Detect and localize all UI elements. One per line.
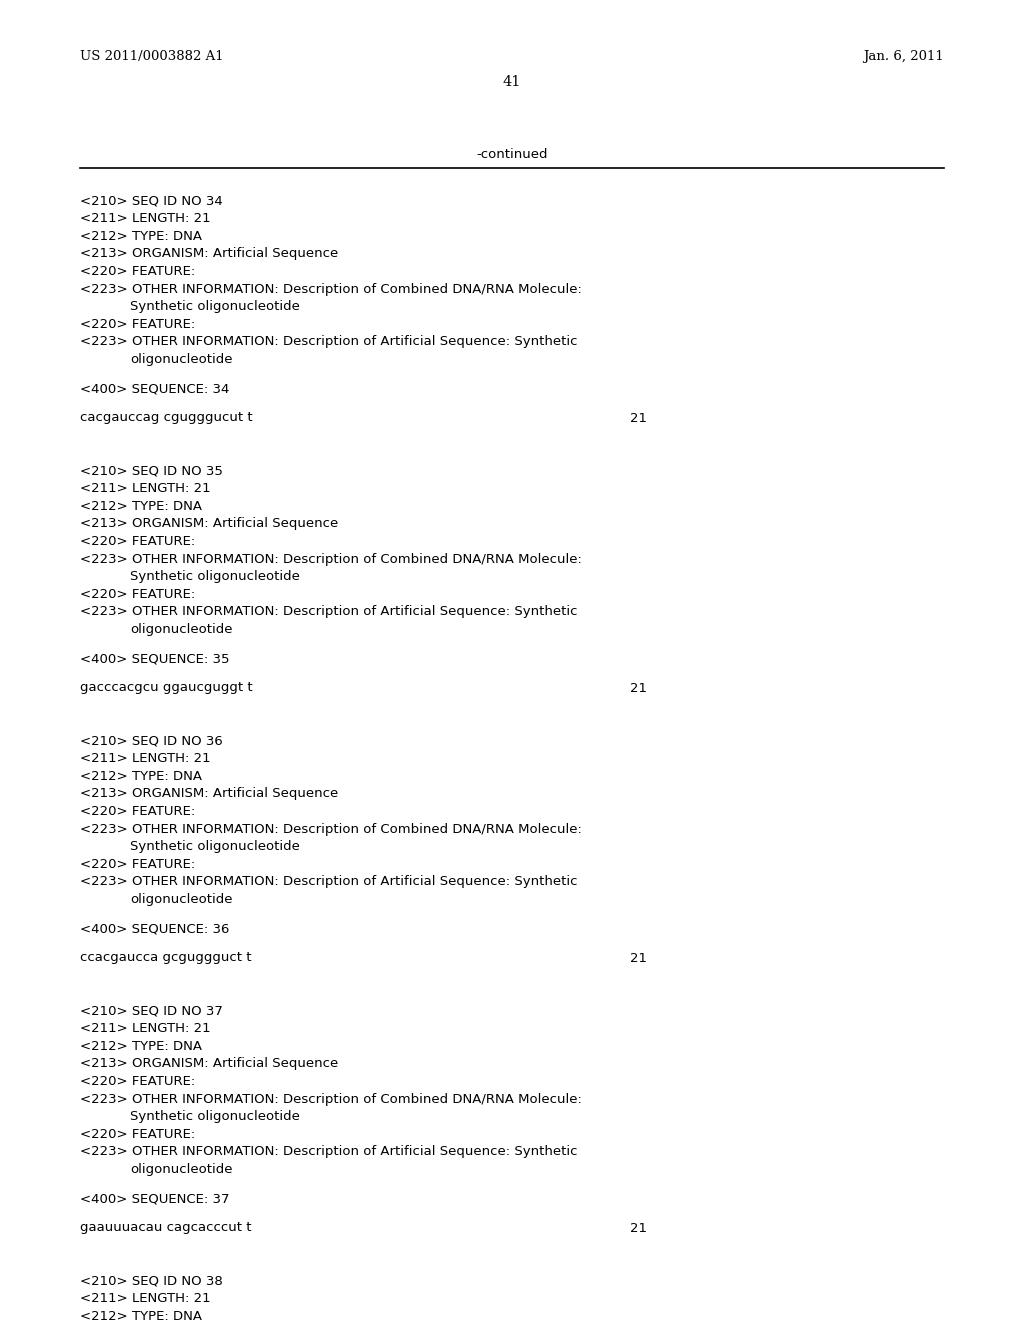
Text: oligonucleotide: oligonucleotide xyxy=(130,1163,232,1176)
Text: <220> FEATURE:: <220> FEATURE: xyxy=(80,1074,196,1088)
Text: <212> TYPE: DNA: <212> TYPE: DNA xyxy=(80,230,202,243)
Text: <220> FEATURE:: <220> FEATURE: xyxy=(80,805,196,818)
Text: <213> ORGANISM: Artificial Sequence: <213> ORGANISM: Artificial Sequence xyxy=(80,1057,338,1071)
Text: <210> SEQ ID NO 34: <210> SEQ ID NO 34 xyxy=(80,195,223,209)
Text: <223> OTHER INFORMATION: Description of Combined DNA/RNA Molecule:: <223> OTHER INFORMATION: Description of … xyxy=(80,282,582,296)
Text: 21: 21 xyxy=(630,952,647,965)
Text: oligonucleotide: oligonucleotide xyxy=(130,623,232,635)
Text: oligonucleotide: oligonucleotide xyxy=(130,892,232,906)
Text: US 2011/0003882 A1: US 2011/0003882 A1 xyxy=(80,50,223,63)
Text: <223> OTHER INFORMATION: Description of Artificial Sequence: Synthetic: <223> OTHER INFORMATION: Description of … xyxy=(80,875,578,888)
Text: Synthetic oligonucleotide: Synthetic oligonucleotide xyxy=(130,840,300,853)
Text: ccacgaucca gcguggguct t: ccacgaucca gcguggguct t xyxy=(80,952,252,965)
Text: <223> OTHER INFORMATION: Description of Combined DNA/RNA Molecule:: <223> OTHER INFORMATION: Description of … xyxy=(80,822,582,836)
Text: 41: 41 xyxy=(503,75,521,88)
Text: <212> TYPE: DNA: <212> TYPE: DNA xyxy=(80,500,202,513)
Text: <400> SEQUENCE: 34: <400> SEQUENCE: 34 xyxy=(80,381,229,395)
Text: Synthetic oligonucleotide: Synthetic oligonucleotide xyxy=(130,1110,300,1123)
Text: <400> SEQUENCE: 35: <400> SEQUENCE: 35 xyxy=(80,652,229,665)
Text: gacccacgcu ggaucguggt t: gacccacgcu ggaucguggt t xyxy=(80,681,253,694)
Text: <210> SEQ ID NO 38: <210> SEQ ID NO 38 xyxy=(80,1275,223,1288)
Text: <220> FEATURE:: <220> FEATURE: xyxy=(80,265,196,279)
Text: gaauuuacau cagcacccut t: gaauuuacau cagcacccut t xyxy=(80,1221,252,1234)
Text: cacgauccag cgugggucut t: cacgauccag cgugggucut t xyxy=(80,412,253,425)
Text: <211> LENGTH: 21: <211> LENGTH: 21 xyxy=(80,1292,211,1305)
Text: <210> SEQ ID NO 35: <210> SEQ ID NO 35 xyxy=(80,465,223,478)
Text: <212> TYPE: DNA: <212> TYPE: DNA xyxy=(80,1040,202,1053)
Text: <211> LENGTH: 21: <211> LENGTH: 21 xyxy=(80,752,211,766)
Text: <220> FEATURE:: <220> FEATURE: xyxy=(80,535,196,548)
Text: <213> ORGANISM: Artificial Sequence: <213> ORGANISM: Artificial Sequence xyxy=(80,248,338,260)
Text: <211> LENGTH: 21: <211> LENGTH: 21 xyxy=(80,483,211,495)
Text: Synthetic oligonucleotide: Synthetic oligonucleotide xyxy=(130,300,300,313)
Text: <400> SEQUENCE: 36: <400> SEQUENCE: 36 xyxy=(80,921,229,935)
Text: -continued: -continued xyxy=(476,148,548,161)
Text: <223> OTHER INFORMATION: Description of Combined DNA/RNA Molecule:: <223> OTHER INFORMATION: Description of … xyxy=(80,553,582,565)
Text: <210> SEQ ID NO 36: <210> SEQ ID NO 36 xyxy=(80,735,223,748)
Text: 21: 21 xyxy=(630,412,647,425)
Text: <220> FEATURE:: <220> FEATURE: xyxy=(80,587,196,601)
Text: <400> SEQUENCE: 37: <400> SEQUENCE: 37 xyxy=(80,1192,229,1205)
Text: 21: 21 xyxy=(630,681,647,694)
Text: <213> ORGANISM: Artificial Sequence: <213> ORGANISM: Artificial Sequence xyxy=(80,517,338,531)
Text: <212> TYPE: DNA: <212> TYPE: DNA xyxy=(80,1309,202,1320)
Text: <220> FEATURE:: <220> FEATURE: xyxy=(80,318,196,330)
Text: <212> TYPE: DNA: <212> TYPE: DNA xyxy=(80,770,202,783)
Text: <211> LENGTH: 21: <211> LENGTH: 21 xyxy=(80,213,211,226)
Text: <213> ORGANISM: Artificial Sequence: <213> ORGANISM: Artificial Sequence xyxy=(80,788,338,800)
Text: <210> SEQ ID NO 37: <210> SEQ ID NO 37 xyxy=(80,1005,223,1018)
Text: Jan. 6, 2011: Jan. 6, 2011 xyxy=(863,50,944,63)
Text: Synthetic oligonucleotide: Synthetic oligonucleotide xyxy=(130,570,300,583)
Text: <220> FEATURE:: <220> FEATURE: xyxy=(80,858,196,870)
Text: <223> OTHER INFORMATION: Description of Combined DNA/RNA Molecule:: <223> OTHER INFORMATION: Description of … xyxy=(80,1093,582,1106)
Text: oligonucleotide: oligonucleotide xyxy=(130,352,232,366)
Text: 21: 21 xyxy=(630,1221,647,1234)
Text: <211> LENGTH: 21: <211> LENGTH: 21 xyxy=(80,1023,211,1035)
Text: <223> OTHER INFORMATION: Description of Artificial Sequence: Synthetic: <223> OTHER INFORMATION: Description of … xyxy=(80,1144,578,1158)
Text: <220> FEATURE:: <220> FEATURE: xyxy=(80,1127,196,1140)
Text: <223> OTHER INFORMATION: Description of Artificial Sequence: Synthetic: <223> OTHER INFORMATION: Description of … xyxy=(80,605,578,618)
Text: <223> OTHER INFORMATION: Description of Artificial Sequence: Synthetic: <223> OTHER INFORMATION: Description of … xyxy=(80,335,578,348)
